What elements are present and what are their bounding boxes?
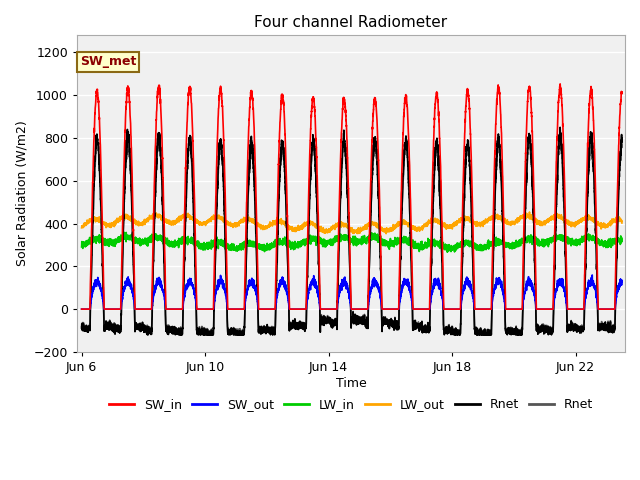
Line: LW_in: LW_in bbox=[81, 232, 622, 252]
LW_out bbox=[168, 221, 176, 227]
LW_in bbox=[77, 244, 85, 250]
SW_out bbox=[79, 306, 86, 312]
Line: Rnet: Rnet bbox=[81, 127, 622, 335]
Rnet bbox=[556, 124, 564, 130]
SW_in bbox=[448, 306, 456, 312]
Rnet bbox=[176, 332, 184, 337]
Rnet bbox=[77, 325, 85, 331]
SW_in bbox=[618, 90, 626, 96]
Rnet bbox=[449, 329, 456, 335]
Rnet bbox=[392, 324, 400, 330]
Rnet bbox=[522, 183, 530, 189]
LW_in bbox=[269, 241, 276, 247]
SW_in bbox=[79, 306, 86, 312]
LW_in bbox=[392, 241, 400, 247]
Rnet bbox=[168, 324, 176, 330]
Rnet bbox=[618, 135, 626, 141]
Line: Rnet: Rnet bbox=[81, 133, 622, 335]
Title: Four channel Radiometer: Four channel Radiometer bbox=[255, 15, 447, 30]
LW_out bbox=[618, 220, 626, 226]
LW_out bbox=[79, 223, 86, 228]
SW_out bbox=[392, 306, 400, 312]
SW_out bbox=[588, 272, 596, 278]
LW_in bbox=[79, 242, 86, 248]
SW_in bbox=[556, 81, 564, 87]
Rnet bbox=[269, 325, 276, 331]
Rnet bbox=[522, 179, 530, 184]
SW_in bbox=[392, 306, 400, 312]
Rnet bbox=[556, 131, 564, 136]
LW_out bbox=[449, 223, 456, 228]
Rnet bbox=[449, 327, 456, 333]
SW_in bbox=[269, 306, 276, 312]
SW_out bbox=[522, 287, 530, 293]
Rnet bbox=[618, 142, 626, 148]
SW_out bbox=[77, 306, 85, 312]
SW_in bbox=[522, 132, 530, 137]
LW_in bbox=[449, 244, 456, 250]
Line: LW_out: LW_out bbox=[81, 212, 622, 234]
Rnet bbox=[169, 326, 177, 332]
LW_in bbox=[169, 241, 177, 247]
Rnet bbox=[269, 324, 276, 330]
Line: SW_out: SW_out bbox=[81, 275, 622, 309]
SW_out bbox=[269, 306, 276, 312]
LW_out bbox=[392, 223, 400, 228]
X-axis label: Time: Time bbox=[335, 377, 366, 390]
LW_out bbox=[77, 225, 85, 231]
LW_out bbox=[525, 209, 533, 215]
Rnet bbox=[143, 332, 151, 337]
SW_out bbox=[448, 306, 456, 312]
SW_out bbox=[618, 279, 626, 285]
LW_in bbox=[618, 238, 626, 244]
LW_out bbox=[269, 223, 276, 229]
SW_in bbox=[77, 306, 85, 312]
Y-axis label: Solar Radiation (W/m2): Solar Radiation (W/m2) bbox=[15, 121, 28, 266]
SW_out bbox=[168, 306, 176, 312]
Line: SW_in: SW_in bbox=[81, 84, 622, 309]
LW_out bbox=[522, 212, 530, 217]
Rnet bbox=[79, 325, 86, 331]
Text: SW_met: SW_met bbox=[80, 55, 136, 69]
Rnet bbox=[392, 324, 400, 330]
Rnet bbox=[77, 324, 85, 330]
LW_in bbox=[523, 234, 531, 240]
Rnet bbox=[79, 325, 86, 331]
SW_in bbox=[168, 306, 176, 312]
LW_in bbox=[120, 229, 128, 235]
LW_out bbox=[382, 231, 390, 237]
Legend: SW_in, SW_out, LW_in, LW_out, Rnet, Rnet: SW_in, SW_out, LW_in, LW_out, Rnet, Rnet bbox=[104, 393, 598, 416]
LW_in bbox=[444, 249, 451, 255]
